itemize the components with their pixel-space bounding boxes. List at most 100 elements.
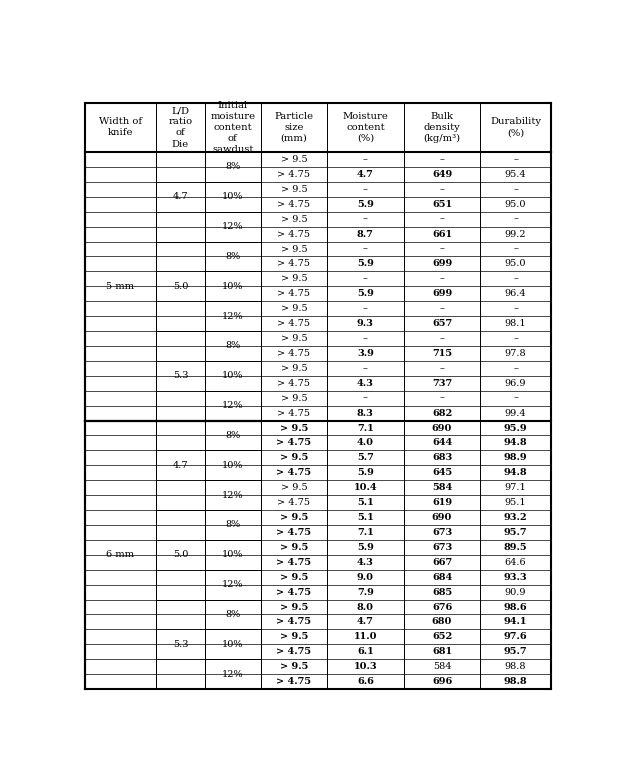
- Text: 690: 690: [432, 513, 452, 522]
- Text: > 9.5: > 9.5: [280, 453, 308, 462]
- Bar: [205, 182, 261, 212]
- Text: 6.6: 6.6: [357, 677, 374, 686]
- Text: 5.3: 5.3: [173, 640, 188, 649]
- Text: –: –: [363, 185, 368, 194]
- Text: > 9.5: > 9.5: [281, 364, 308, 373]
- Text: 89.5: 89.5: [504, 543, 528, 552]
- Text: 680: 680: [432, 618, 452, 626]
- Text: –: –: [440, 394, 445, 403]
- Text: 4.0: 4.0: [357, 438, 374, 448]
- Text: > 4.75: > 4.75: [277, 677, 311, 686]
- Text: > 4.75: > 4.75: [277, 438, 311, 448]
- Text: –: –: [440, 334, 445, 343]
- Text: 8.0: 8.0: [357, 602, 374, 612]
- Text: 619: 619: [432, 498, 452, 507]
- Text: 97.6: 97.6: [504, 633, 528, 641]
- Text: 11.0: 11.0: [353, 633, 377, 641]
- Text: –: –: [440, 364, 445, 373]
- Text: 64.6: 64.6: [505, 558, 526, 567]
- Bar: [205, 271, 261, 301]
- Text: 97.8: 97.8: [505, 349, 526, 358]
- Text: –: –: [363, 244, 368, 254]
- Text: 12%: 12%: [222, 312, 244, 321]
- Text: –: –: [363, 274, 368, 284]
- Text: 95.9: 95.9: [504, 423, 528, 433]
- Text: 8%: 8%: [225, 431, 241, 440]
- Bar: [205, 451, 261, 480]
- Text: 651: 651: [432, 200, 452, 209]
- Text: 684: 684: [432, 572, 452, 582]
- Text: 10%: 10%: [222, 461, 244, 470]
- Text: 95.7: 95.7: [504, 528, 528, 537]
- Text: 676: 676: [432, 602, 452, 612]
- Text: > 4.75: > 4.75: [277, 289, 311, 298]
- Text: 4.3: 4.3: [357, 558, 374, 567]
- Text: > 4.75: > 4.75: [277, 558, 311, 567]
- Bar: [205, 480, 261, 510]
- Text: 10%: 10%: [222, 371, 244, 380]
- Text: > 9.5: > 9.5: [280, 602, 308, 612]
- Text: 8%: 8%: [225, 341, 241, 351]
- Text: 3.9: 3.9: [357, 349, 374, 358]
- Text: 95.7: 95.7: [504, 647, 528, 656]
- Text: 99.2: 99.2: [505, 230, 526, 239]
- Text: –: –: [513, 244, 518, 254]
- Text: 10%: 10%: [222, 640, 244, 649]
- Text: 98.8: 98.8: [504, 677, 528, 686]
- Text: > 9.5: > 9.5: [280, 423, 308, 433]
- Text: Bulk
density
(kg/m³): Bulk density (kg/m³): [423, 112, 461, 143]
- Text: –: –: [513, 334, 518, 343]
- Text: 10%: 10%: [222, 192, 244, 201]
- Text: 652: 652: [432, 633, 452, 641]
- Text: 4.7: 4.7: [357, 170, 374, 179]
- Text: –: –: [363, 334, 368, 343]
- Text: 584: 584: [433, 662, 451, 671]
- Text: 12%: 12%: [222, 669, 244, 679]
- Text: > 4.75: > 4.75: [277, 647, 311, 656]
- Text: 5.9: 5.9: [357, 469, 374, 477]
- Text: 681: 681: [432, 647, 452, 656]
- Text: > 9.5: > 9.5: [281, 244, 308, 254]
- Text: > 4.75: > 4.75: [277, 379, 311, 388]
- Text: 7.9: 7.9: [357, 587, 374, 597]
- Bar: [205, 390, 261, 420]
- Bar: [205, 331, 261, 361]
- Text: > 4.75: > 4.75: [277, 230, 311, 239]
- Text: 5.9: 5.9: [357, 543, 374, 552]
- Text: 12%: 12%: [222, 490, 244, 500]
- Text: 8%: 8%: [225, 520, 241, 530]
- Text: > 4.75: > 4.75: [277, 259, 311, 269]
- Text: > 9.5: > 9.5: [281, 483, 308, 492]
- Bar: [205, 361, 261, 390]
- Text: Particle
size
(mm): Particle size (mm): [275, 112, 314, 143]
- Text: 696: 696: [432, 677, 452, 686]
- Text: > 4.75: > 4.75: [277, 170, 311, 179]
- Text: –: –: [513, 215, 518, 223]
- Text: > 4.75: > 4.75: [277, 618, 311, 626]
- Text: 8%: 8%: [225, 252, 241, 261]
- Text: –: –: [440, 304, 445, 313]
- Text: > 4.75: > 4.75: [277, 408, 311, 418]
- Text: 8%: 8%: [225, 162, 241, 172]
- Bar: [205, 420, 261, 451]
- Text: 12%: 12%: [222, 222, 244, 231]
- Text: > 4.75: > 4.75: [277, 587, 311, 597]
- Text: 12%: 12%: [222, 401, 244, 410]
- Text: 644: 644: [432, 438, 452, 448]
- Text: 683: 683: [432, 453, 452, 462]
- Text: 5.1: 5.1: [357, 498, 374, 507]
- Text: 96.9: 96.9: [505, 379, 526, 388]
- Bar: [205, 510, 261, 540]
- Text: 6.1: 6.1: [357, 647, 374, 656]
- Text: 682: 682: [432, 408, 452, 418]
- Text: 4.3: 4.3: [357, 379, 374, 388]
- Text: 94.1: 94.1: [504, 618, 528, 626]
- Text: > 9.5: > 9.5: [280, 633, 308, 641]
- Text: 9.3: 9.3: [357, 319, 374, 328]
- Bar: [205, 600, 261, 629]
- Text: 93.2: 93.2: [504, 513, 528, 522]
- Text: 7.1: 7.1: [357, 528, 374, 537]
- Text: > 9.5: > 9.5: [281, 334, 308, 343]
- Text: 94.8: 94.8: [504, 438, 528, 448]
- Text: –: –: [440, 274, 445, 284]
